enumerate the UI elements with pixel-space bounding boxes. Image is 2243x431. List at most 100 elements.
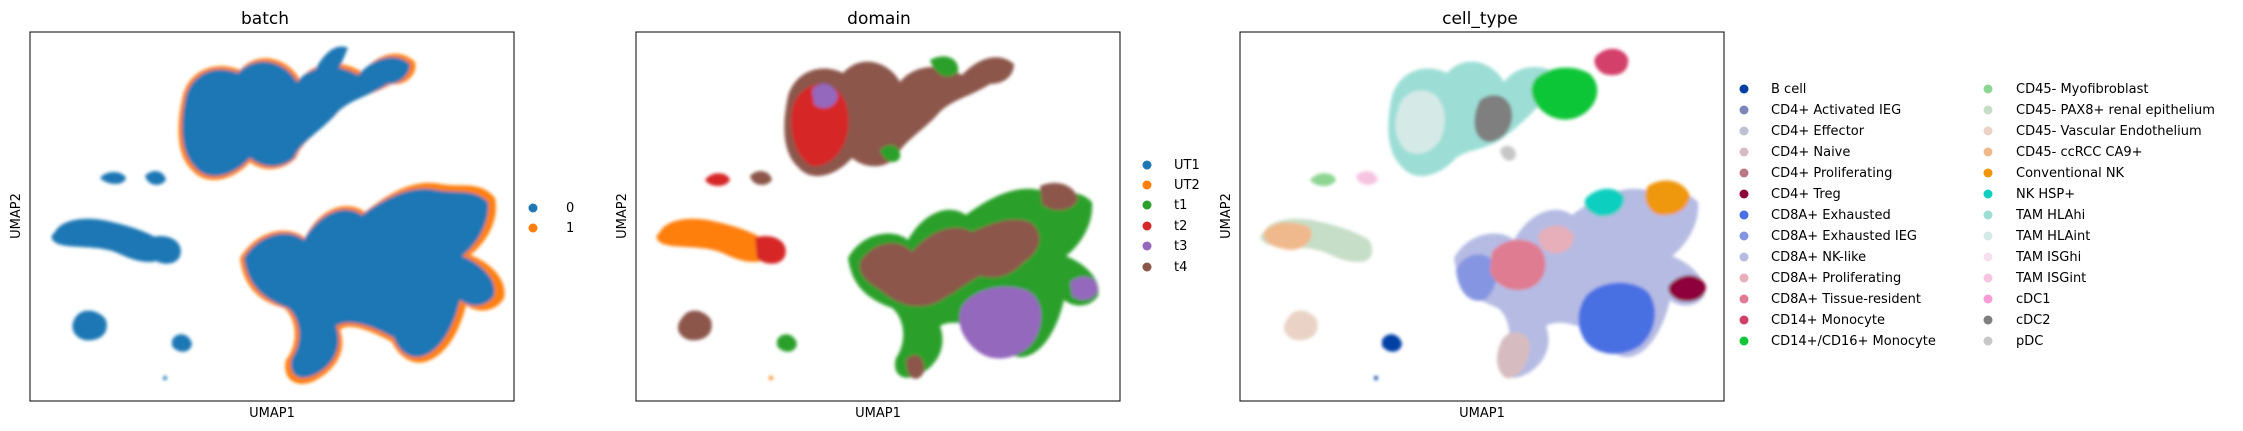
legend-marker	[1739, 252, 1749, 262]
axes-frame	[29, 31, 515, 402]
panel-cell-type: cell_type	[1219, 9, 2215, 421]
cluster-blob	[812, 83, 838, 109]
legend-label: 1	[566, 221, 574, 236]
cluster-blob	[310, 46, 348, 98]
legend-label: CD8A+ Proliferating	[1771, 271, 1901, 286]
legend-label: TAM HLAhi	[2015, 208, 2085, 223]
legend-label: t3	[1174, 239, 1187, 254]
legend-marker	[1739, 210, 1749, 220]
legend-marker	[1739, 294, 1749, 304]
cluster-blob	[1263, 222, 1312, 250]
legend-marker	[1142, 241, 1152, 251]
x-axis-label: UMAP1	[1459, 406, 1505, 421]
legend-batch: 0 1	[528, 201, 574, 236]
y-axis-label: UMAP2	[615, 193, 630, 239]
cluster-blob	[1356, 171, 1378, 185]
cluster-blob	[163, 376, 167, 380]
panel-batch: batch UMAP1 UMAP2 0 1	[9, 9, 574, 421]
legend-marker	[528, 223, 538, 233]
legend-marker	[1983, 210, 1993, 220]
cluster-blob	[880, 144, 901, 163]
cluster-blob	[705, 173, 730, 186]
legend-label: CD8A+ Exhausted	[1771, 208, 1891, 223]
legend-label: 0	[566, 201, 574, 216]
cluster-blob	[791, 84, 849, 167]
cluster-blob	[1382, 334, 1402, 352]
legend-label: CD45- Vascular Endothelium	[2016, 124, 2202, 139]
legend-label: CD45- PAX8+ renal epithelium	[2016, 103, 2215, 118]
panel-title-domain: domain	[847, 9, 911, 29]
legend-marker	[1983, 147, 1993, 157]
legend-cell-type: B cell CD4+ Activated IEG CD4+ Effector …	[1739, 82, 2215, 349]
scatter-area-batch	[51, 46, 505, 384]
legend-marker	[1983, 126, 1993, 136]
legend-marker	[528, 203, 538, 213]
cluster-blob	[244, 188, 495, 378]
legend-label: t4	[1174, 260, 1187, 275]
legend-marker	[1739, 315, 1749, 325]
y-axis-label: UMAP2	[9, 193, 24, 239]
cluster-blob	[172, 334, 192, 352]
cluster-blob	[1310, 173, 1336, 186]
legend-marker	[1142, 180, 1152, 190]
legend-marker	[1142, 200, 1152, 210]
cluster-blob	[1594, 48, 1629, 76]
legend-label: CD14+/CD16+ Monocyte	[1771, 334, 1936, 349]
legend-label: CD4+ Proliferating	[1771, 166, 1892, 181]
legend-marker	[1983, 294, 1993, 304]
legend-marker	[1739, 84, 1749, 94]
legend-label: UT2	[1174, 178, 1200, 193]
legend-domain: UT1 UT2 t1 t2 t3 t4	[1142, 158, 1200, 275]
legend-label: t1	[1174, 198, 1187, 213]
legend-label: t2	[1174, 219, 1187, 234]
cluster-blob	[1283, 310, 1318, 341]
legend-label: CD14+ Monocyte	[1771, 313, 1885, 328]
legend-marker	[1983, 189, 1993, 199]
cluster-blob	[1578, 282, 1655, 354]
cluster-blob	[72, 310, 107, 341]
x-axis-label: UMAP1	[855, 406, 901, 421]
x-axis-label: UMAP1	[249, 406, 295, 421]
legend-marker	[1739, 336, 1749, 346]
legend-marker	[1739, 126, 1749, 136]
cluster-blob	[656, 218, 769, 262]
legend-label: cDC2	[2016, 313, 2051, 328]
legend-marker	[1983, 168, 1993, 178]
cluster-blob	[906, 355, 925, 379]
legend-marker	[1983, 252, 1993, 262]
cluster-blob	[1668, 275, 1706, 302]
legend-label: CD8A+ NK-like	[1771, 250, 1866, 265]
cluster-blob	[1584, 188, 1625, 217]
legend-label: CD8A+ Tissue-resident	[1771, 292, 1921, 307]
scatter-area-cell-type	[1260, 48, 1706, 380]
panel-domain: domain UMAP1 UMAP2	[615, 9, 1200, 421]
legend-marker	[1739, 273, 1749, 283]
panel-title-cell-type: cell_type	[1442, 9, 1518, 29]
legend-label: Conventional NK	[2016, 166, 2125, 181]
legend-marker	[1739, 147, 1749, 157]
legend-marker	[1142, 221, 1152, 231]
scatter-area-domain	[656, 56, 1099, 380]
cluster-blob	[1645, 180, 1690, 216]
legend-label: TAM ISGhi	[2015, 250, 2081, 265]
cluster-blob	[859, 219, 1040, 307]
legend-label: CD8A+ Exhausted IEG	[1771, 229, 1917, 244]
cluster-blob	[1456, 254, 1497, 301]
cluster-blob	[769, 376, 773, 380]
legend-marker	[1739, 189, 1749, 199]
cluster-blob	[1395, 90, 1445, 154]
legend-label: CD4+ Naive	[1771, 145, 1850, 160]
legend-label: UT1	[1174, 158, 1200, 173]
legend-label: pDC	[2016, 334, 2043, 349]
cluster-blob	[182, 57, 410, 177]
legend-label: NK HSP+	[2016, 187, 2075, 202]
panel-title-batch: batch	[241, 9, 289, 29]
legend-marker	[1142, 262, 1152, 272]
y-axis-label: UMAP2	[1219, 193, 1234, 239]
legend-marker	[1983, 231, 1993, 241]
axes-frame	[635, 31, 1121, 402]
cluster-blob	[100, 172, 126, 184]
legend-marker	[1983, 315, 1993, 325]
legend-label: B cell	[1771, 82, 1806, 97]
